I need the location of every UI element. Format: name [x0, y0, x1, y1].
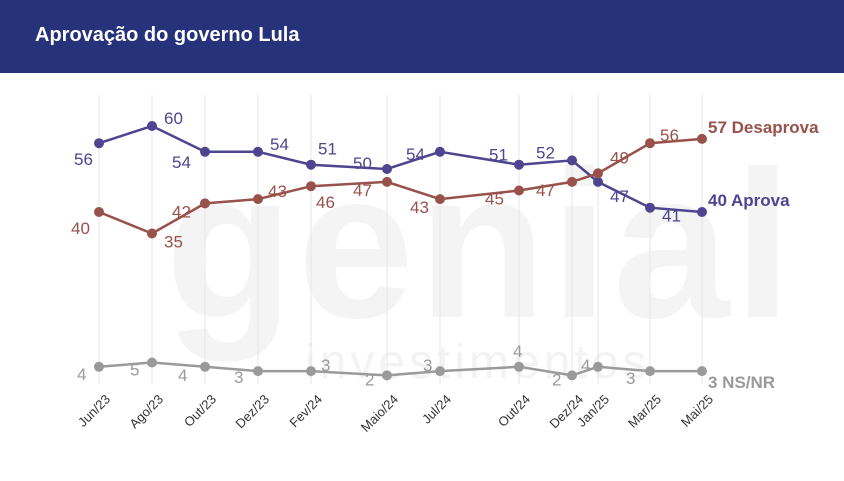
data-label-desaprova: 35 — [164, 233, 183, 252]
data-label-aprova: 54 — [172, 153, 191, 172]
data-label-nsnr: 3 — [234, 368, 243, 387]
data-point-desaprova — [94, 207, 104, 217]
series-end-label-nsnr: 3 NS/NR — [708, 373, 775, 392]
data-point-desaprova — [567, 176, 577, 187]
data-point-desaprova — [593, 168, 603, 179]
x-tick-label: Out/23 — [181, 392, 219, 430]
data-point-nsnr — [697, 366, 707, 377]
x-tick-label: Out/24 — [495, 392, 533, 430]
data-point-nsnr — [94, 361, 104, 372]
series-line-aprova — [98, 124, 703, 214]
x-tick-label: Mar/25 — [625, 392, 664, 431]
data-label-nsnr: 2 — [552, 370, 561, 389]
data-point-aprova — [593, 176, 603, 187]
series-end-label-desaprova: 57 Desaprova — [708, 118, 819, 137]
x-tick-label: Ago/23 — [126, 392, 166, 432]
data-label-desaprova: 47 — [536, 181, 555, 200]
data-point-desaprova — [200, 198, 210, 209]
watermark-subtitle: investimentos — [305, 336, 651, 389]
data-label-nsnr: 3 — [321, 356, 330, 375]
data-label-desaprova: 43 — [268, 182, 287, 201]
data-point-aprova — [147, 121, 157, 131]
data-point-aprova — [382, 164, 392, 174]
data-point-aprova — [645, 202, 655, 213]
series-line-desaprova — [98, 137, 703, 235]
data-point-aprova — [94, 138, 104, 149]
data-label-nsnr: 2 — [365, 370, 374, 389]
data-point-nsnr — [567, 370, 577, 381]
chart-title: Aprovação do governo Lula — [35, 24, 300, 46]
data-point-aprova — [514, 159, 524, 170]
data-point-desaprova — [645, 138, 655, 149]
data-label-aprova: 51 — [318, 140, 337, 159]
data-point-nsnr — [253, 366, 263, 377]
data-point-desaprova — [253, 194, 263, 205]
data-label-aprova: 54 — [406, 145, 425, 164]
data-point-nsnr — [200, 361, 210, 372]
data-label-desaprova: 45 — [485, 190, 504, 209]
data-label-desaprova: 40 — [71, 219, 90, 238]
data-point-desaprova — [435, 194, 445, 205]
data-point-desaprova — [514, 185, 524, 196]
data-label-nsnr: 3 — [626, 369, 635, 388]
data-label-desaprova: 43 — [410, 198, 429, 217]
x-tick-label: Jun/23 — [75, 392, 113, 430]
data-label-aprova: 54 — [270, 135, 289, 154]
data-label-nsnr: 5 — [130, 361, 139, 380]
data-point-nsnr — [147, 357, 157, 368]
data-label-desaprova: 56 — [660, 126, 679, 145]
data-label-desaprova: 49 — [610, 148, 629, 167]
data-label-desaprova: 47 — [353, 181, 372, 200]
data-label-aprova: 52 — [536, 143, 555, 162]
data-label-aprova: 51 — [489, 146, 508, 165]
series-line-nsnr — [98, 361, 702, 377]
data-label-nsnr: 4 — [178, 366, 187, 385]
data-point-desaprova — [382, 176, 392, 187]
data-point-aprova — [306, 159, 316, 170]
data-label-aprova: 41 — [662, 207, 681, 226]
data-point-desaprova — [147, 228, 157, 239]
data-point-nsnr — [645, 366, 655, 377]
data-label-nsnr: 3 — [423, 356, 432, 375]
watermark-logo: genial — [165, 127, 796, 362]
data-point-nsnr — [593, 361, 603, 372]
x-tick-label: Dez/23 — [232, 392, 272, 432]
data-label-aprova: 47 — [610, 187, 629, 206]
data-point-aprova — [435, 146, 445, 157]
data-label-nsnr: 4 — [581, 356, 590, 375]
x-tick-label: Maio/24 — [358, 392, 401, 435]
data-point-aprova — [697, 207, 707, 217]
data-point-aprova — [253, 146, 263, 157]
x-tick-label: Mai/25 — [678, 392, 716, 430]
data-label-desaprova: 46 — [316, 193, 335, 212]
x-tick-label: Jul/24 — [419, 392, 454, 427]
data-label-aprova: 50 — [353, 154, 372, 173]
data-point-desaprova — [306, 181, 316, 192]
data-point-nsnr — [514, 361, 524, 372]
data-label-nsnr: 4 — [513, 342, 522, 361]
x-tick-label: Fev/24 — [286, 392, 325, 431]
data-label-aprova: 60 — [164, 109, 183, 128]
series-end-label-aprova: 40 Aprova — [708, 191, 790, 210]
header-bar: Aprovação do governo Lula — [0, 0, 844, 73]
data-point-aprova — [567, 155, 577, 166]
data-point-nsnr — [435, 366, 445, 377]
data-label-aprova: 56 — [74, 150, 93, 169]
data-point-desaprova — [697, 133, 707, 144]
data-point-aprova — [200, 146, 210, 157]
data-label-nsnr: 4 — [77, 365, 86, 384]
data-point-nsnr — [382, 370, 392, 381]
data-label-desaprova: 42 — [172, 202, 191, 221]
data-point-nsnr — [306, 366, 316, 377]
